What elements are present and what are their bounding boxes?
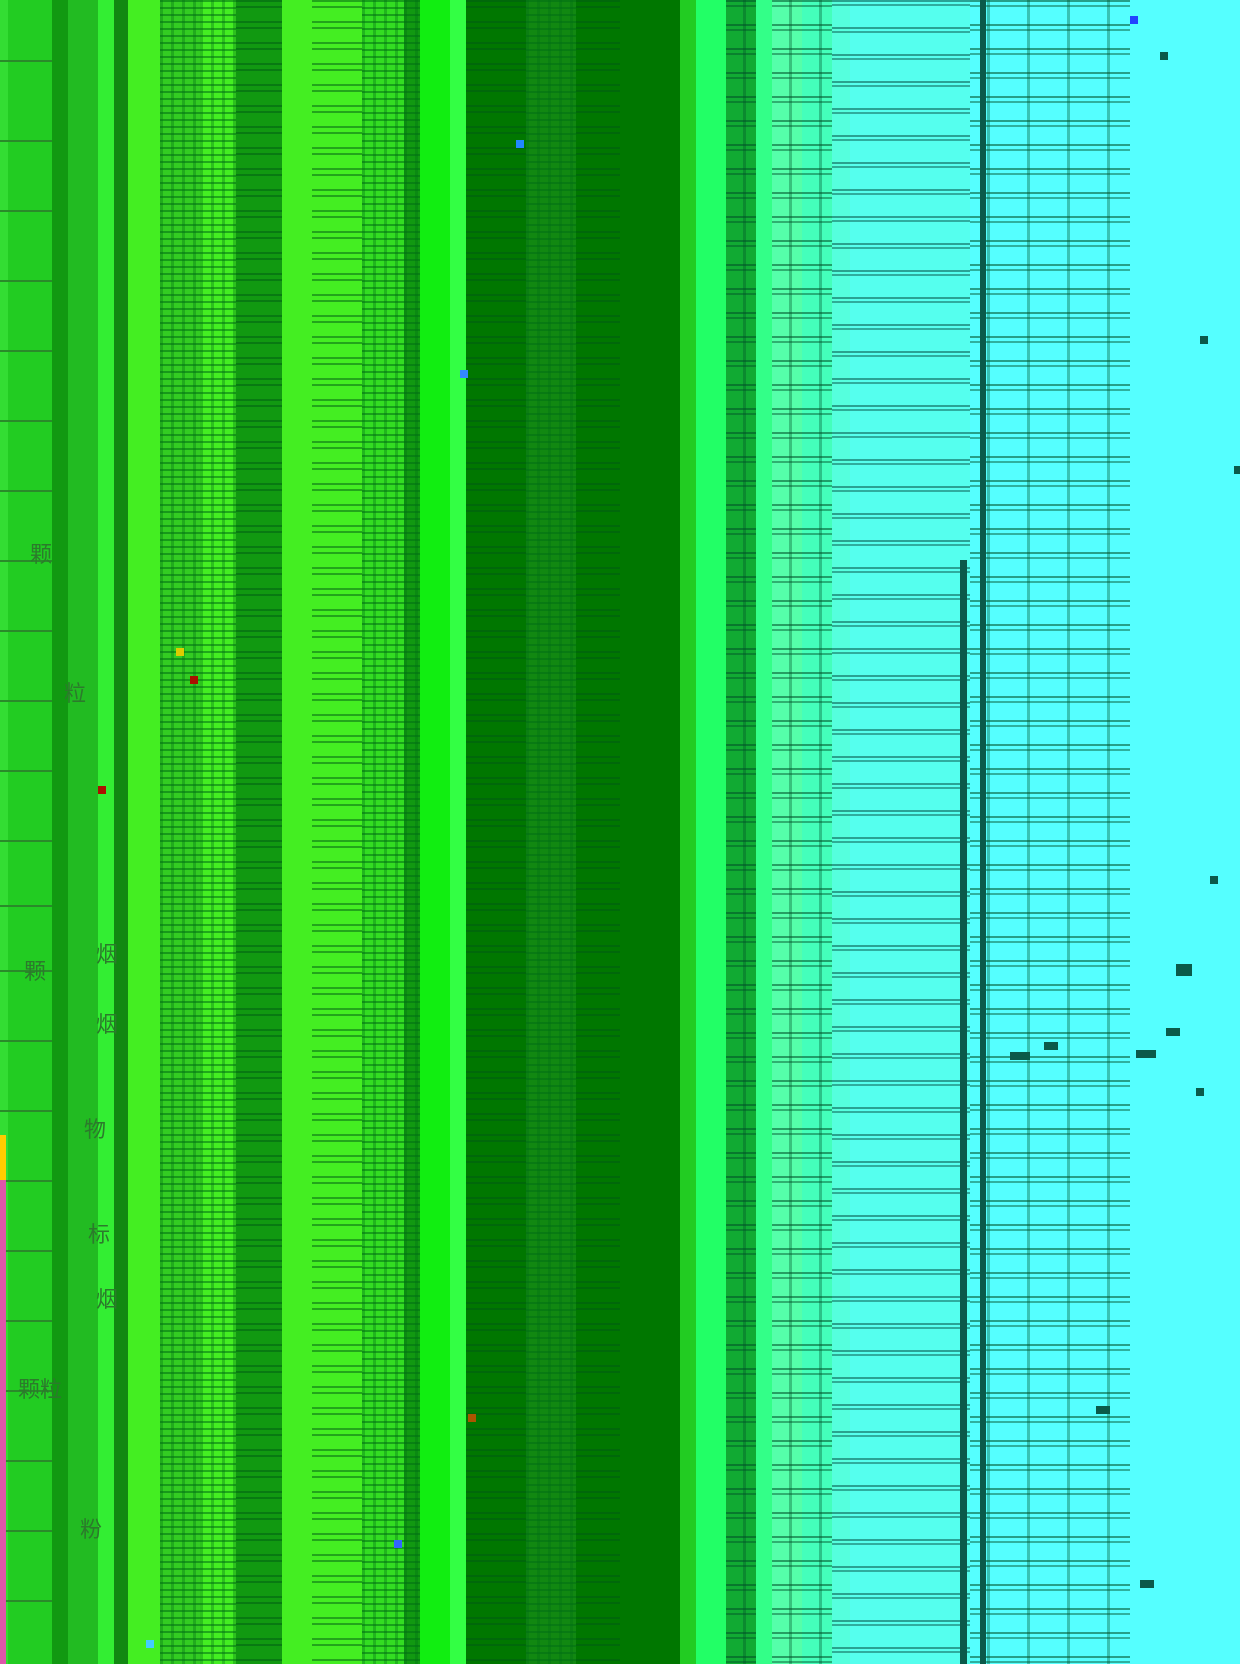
grid-line bbox=[0, 905, 52, 907]
solid-band-1 bbox=[282, 0, 312, 1664]
grid-line bbox=[0, 1320, 52, 1322]
artifact-dot bbox=[516, 140, 524, 148]
grid-line bbox=[0, 1460, 52, 1462]
left-band-6 bbox=[114, 0, 128, 1664]
glyph-fragment: 颗粒 bbox=[18, 1378, 63, 1403]
grid-line bbox=[0, 210, 52, 212]
grid-line bbox=[0, 1600, 52, 1602]
solid-band-3 bbox=[450, 0, 466, 1664]
glyph-fragment: 颗 bbox=[24, 960, 47, 985]
noise-band-12 bbox=[802, 0, 832, 1664]
artifact-dot bbox=[1140, 1580, 1154, 1588]
artifact-dot bbox=[1130, 16, 1138, 24]
grid-line bbox=[0, 1390, 52, 1392]
vertical-divider-line bbox=[980, 0, 986, 1664]
artifact-dot bbox=[1210, 876, 1218, 884]
noise-band-9 bbox=[576, 0, 620, 1664]
grid-line bbox=[0, 140, 52, 142]
glyph-fragment: 标 bbox=[88, 1223, 111, 1248]
glyph-fragment: 烟 bbox=[96, 1288, 119, 1313]
artifact-dot bbox=[146, 1640, 154, 1648]
artifact-dot bbox=[190, 676, 198, 684]
grid-line bbox=[0, 970, 52, 972]
grid-line bbox=[0, 1530, 52, 1532]
vertical-divider-line-lower bbox=[960, 560, 967, 1664]
grid-line bbox=[0, 490, 52, 492]
artifact-dot bbox=[468, 1414, 476, 1422]
left-band-3 bbox=[52, 0, 68, 1664]
left-band-4 bbox=[68, 0, 98, 1664]
artifact-dot bbox=[1234, 466, 1240, 474]
glyph-fragment: 颗 bbox=[30, 543, 53, 568]
left-band-5 bbox=[98, 0, 114, 1664]
cyan-band-2 bbox=[970, 0, 1130, 1664]
artifact-dot bbox=[1196, 1088, 1204, 1096]
artifact-dot bbox=[98, 786, 106, 794]
cyan-band-3 bbox=[1130, 0, 1240, 1664]
glyph-fragment: 物 bbox=[84, 1118, 107, 1143]
grid-line bbox=[0, 1110, 52, 1112]
edge-artifact-magenta bbox=[0, 1180, 6, 1664]
grid-line bbox=[0, 60, 52, 62]
artifact-dot bbox=[1160, 52, 1168, 60]
grid-line bbox=[0, 560, 52, 562]
noise-band-11 bbox=[772, 0, 802, 1664]
solid-band-2 bbox=[420, 0, 450, 1664]
noise-band-8 bbox=[526, 0, 576, 1664]
left-band-2 bbox=[8, 0, 52, 1664]
artifact-dot bbox=[1010, 1052, 1030, 1060]
glyph-fragment: 粒 bbox=[64, 682, 87, 707]
noise-band-2 bbox=[200, 0, 236, 1664]
noise-band-7 bbox=[466, 0, 526, 1664]
grid-line bbox=[0, 1180, 52, 1182]
cyan-band-1 bbox=[850, 0, 970, 1664]
artifact-dot bbox=[1200, 336, 1208, 344]
artifact-dot bbox=[176, 648, 184, 656]
artifact-dot bbox=[1136, 1050, 1156, 1058]
solid-band-7 bbox=[756, 0, 772, 1664]
solid-band-6 bbox=[696, 0, 726, 1664]
solid-band-4 bbox=[620, 0, 680, 1664]
grid-line bbox=[0, 280, 52, 282]
solid-band-5 bbox=[680, 0, 696, 1664]
noise-band-6 bbox=[404, 0, 420, 1664]
grid-line bbox=[0, 1250, 52, 1252]
noise-band-3 bbox=[236, 0, 282, 1664]
noise-band-4 bbox=[312, 0, 362, 1664]
noise-band-13 bbox=[832, 0, 850, 1664]
artifact-dot bbox=[1166, 1028, 1180, 1036]
artifact-dot bbox=[1096, 1406, 1110, 1414]
noise-band-10 bbox=[726, 0, 756, 1664]
glyph-fragment: 粉 bbox=[80, 1518, 103, 1543]
glyph-fragment: 烟 bbox=[96, 1013, 119, 1038]
artifact-dot bbox=[460, 370, 468, 378]
grid-line bbox=[0, 350, 52, 352]
artifact-dot bbox=[1044, 1042, 1058, 1050]
artifact-dot bbox=[394, 1540, 402, 1548]
grid-line bbox=[0, 840, 52, 842]
grid-line bbox=[0, 1040, 52, 1042]
noise-band-5 bbox=[362, 0, 404, 1664]
noise-band-1 bbox=[160, 0, 200, 1664]
grid-line bbox=[0, 630, 52, 632]
grid-line bbox=[0, 420, 52, 422]
grid-line bbox=[0, 770, 52, 772]
left-band-7 bbox=[128, 0, 160, 1664]
grid-line bbox=[0, 700, 52, 702]
left-band-1 bbox=[0, 0, 8, 1664]
artifact-dot bbox=[1176, 964, 1192, 976]
edge-artifact-yellow bbox=[0, 1135, 6, 1180]
glyph-fragment: 烟 bbox=[96, 943, 119, 968]
